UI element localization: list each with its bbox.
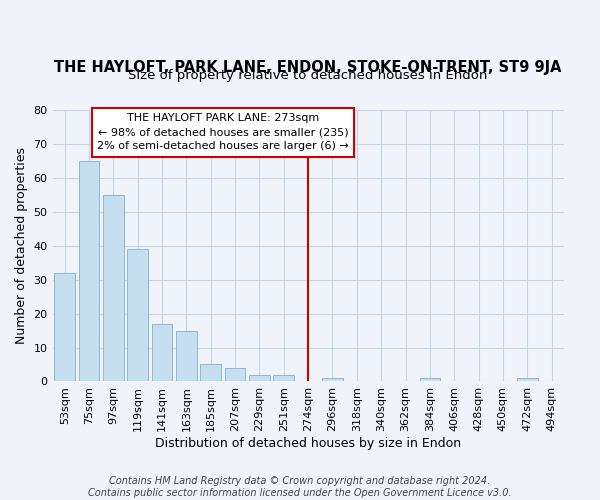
Bar	[152, 324, 172, 382]
Bar	[127, 249, 148, 382]
Bar	[419, 378, 440, 382]
Bar	[249, 374, 270, 382]
Text: Contains HM Land Registry data © Crown copyright and database right 2024.
Contai: Contains HM Land Registry data © Crown c…	[88, 476, 512, 498]
Bar	[225, 368, 245, 382]
X-axis label: Distribution of detached houses by size in Endon: Distribution of detached houses by size …	[155, 437, 461, 450]
Bar	[103, 195, 124, 382]
Text: THE HAYLOFT, PARK LANE, ENDON, STOKE-ON-TRENT, ST9 9JA: THE HAYLOFT, PARK LANE, ENDON, STOKE-ON-…	[55, 60, 562, 75]
Bar	[322, 378, 343, 382]
Bar	[55, 273, 75, 382]
Title: Size of property relative to detached houses in Endon: Size of property relative to detached ho…	[128, 70, 488, 82]
Bar	[176, 330, 197, 382]
Bar	[517, 378, 538, 382]
Text: THE HAYLOFT PARK LANE: 273sqm
← 98% of detached houses are smaller (235)
2% of s: THE HAYLOFT PARK LANE: 273sqm ← 98% of d…	[97, 114, 349, 152]
Bar	[79, 161, 100, 382]
Y-axis label: Number of detached properties: Number of detached properties	[15, 148, 28, 344]
Bar	[274, 374, 294, 382]
Bar	[200, 364, 221, 382]
